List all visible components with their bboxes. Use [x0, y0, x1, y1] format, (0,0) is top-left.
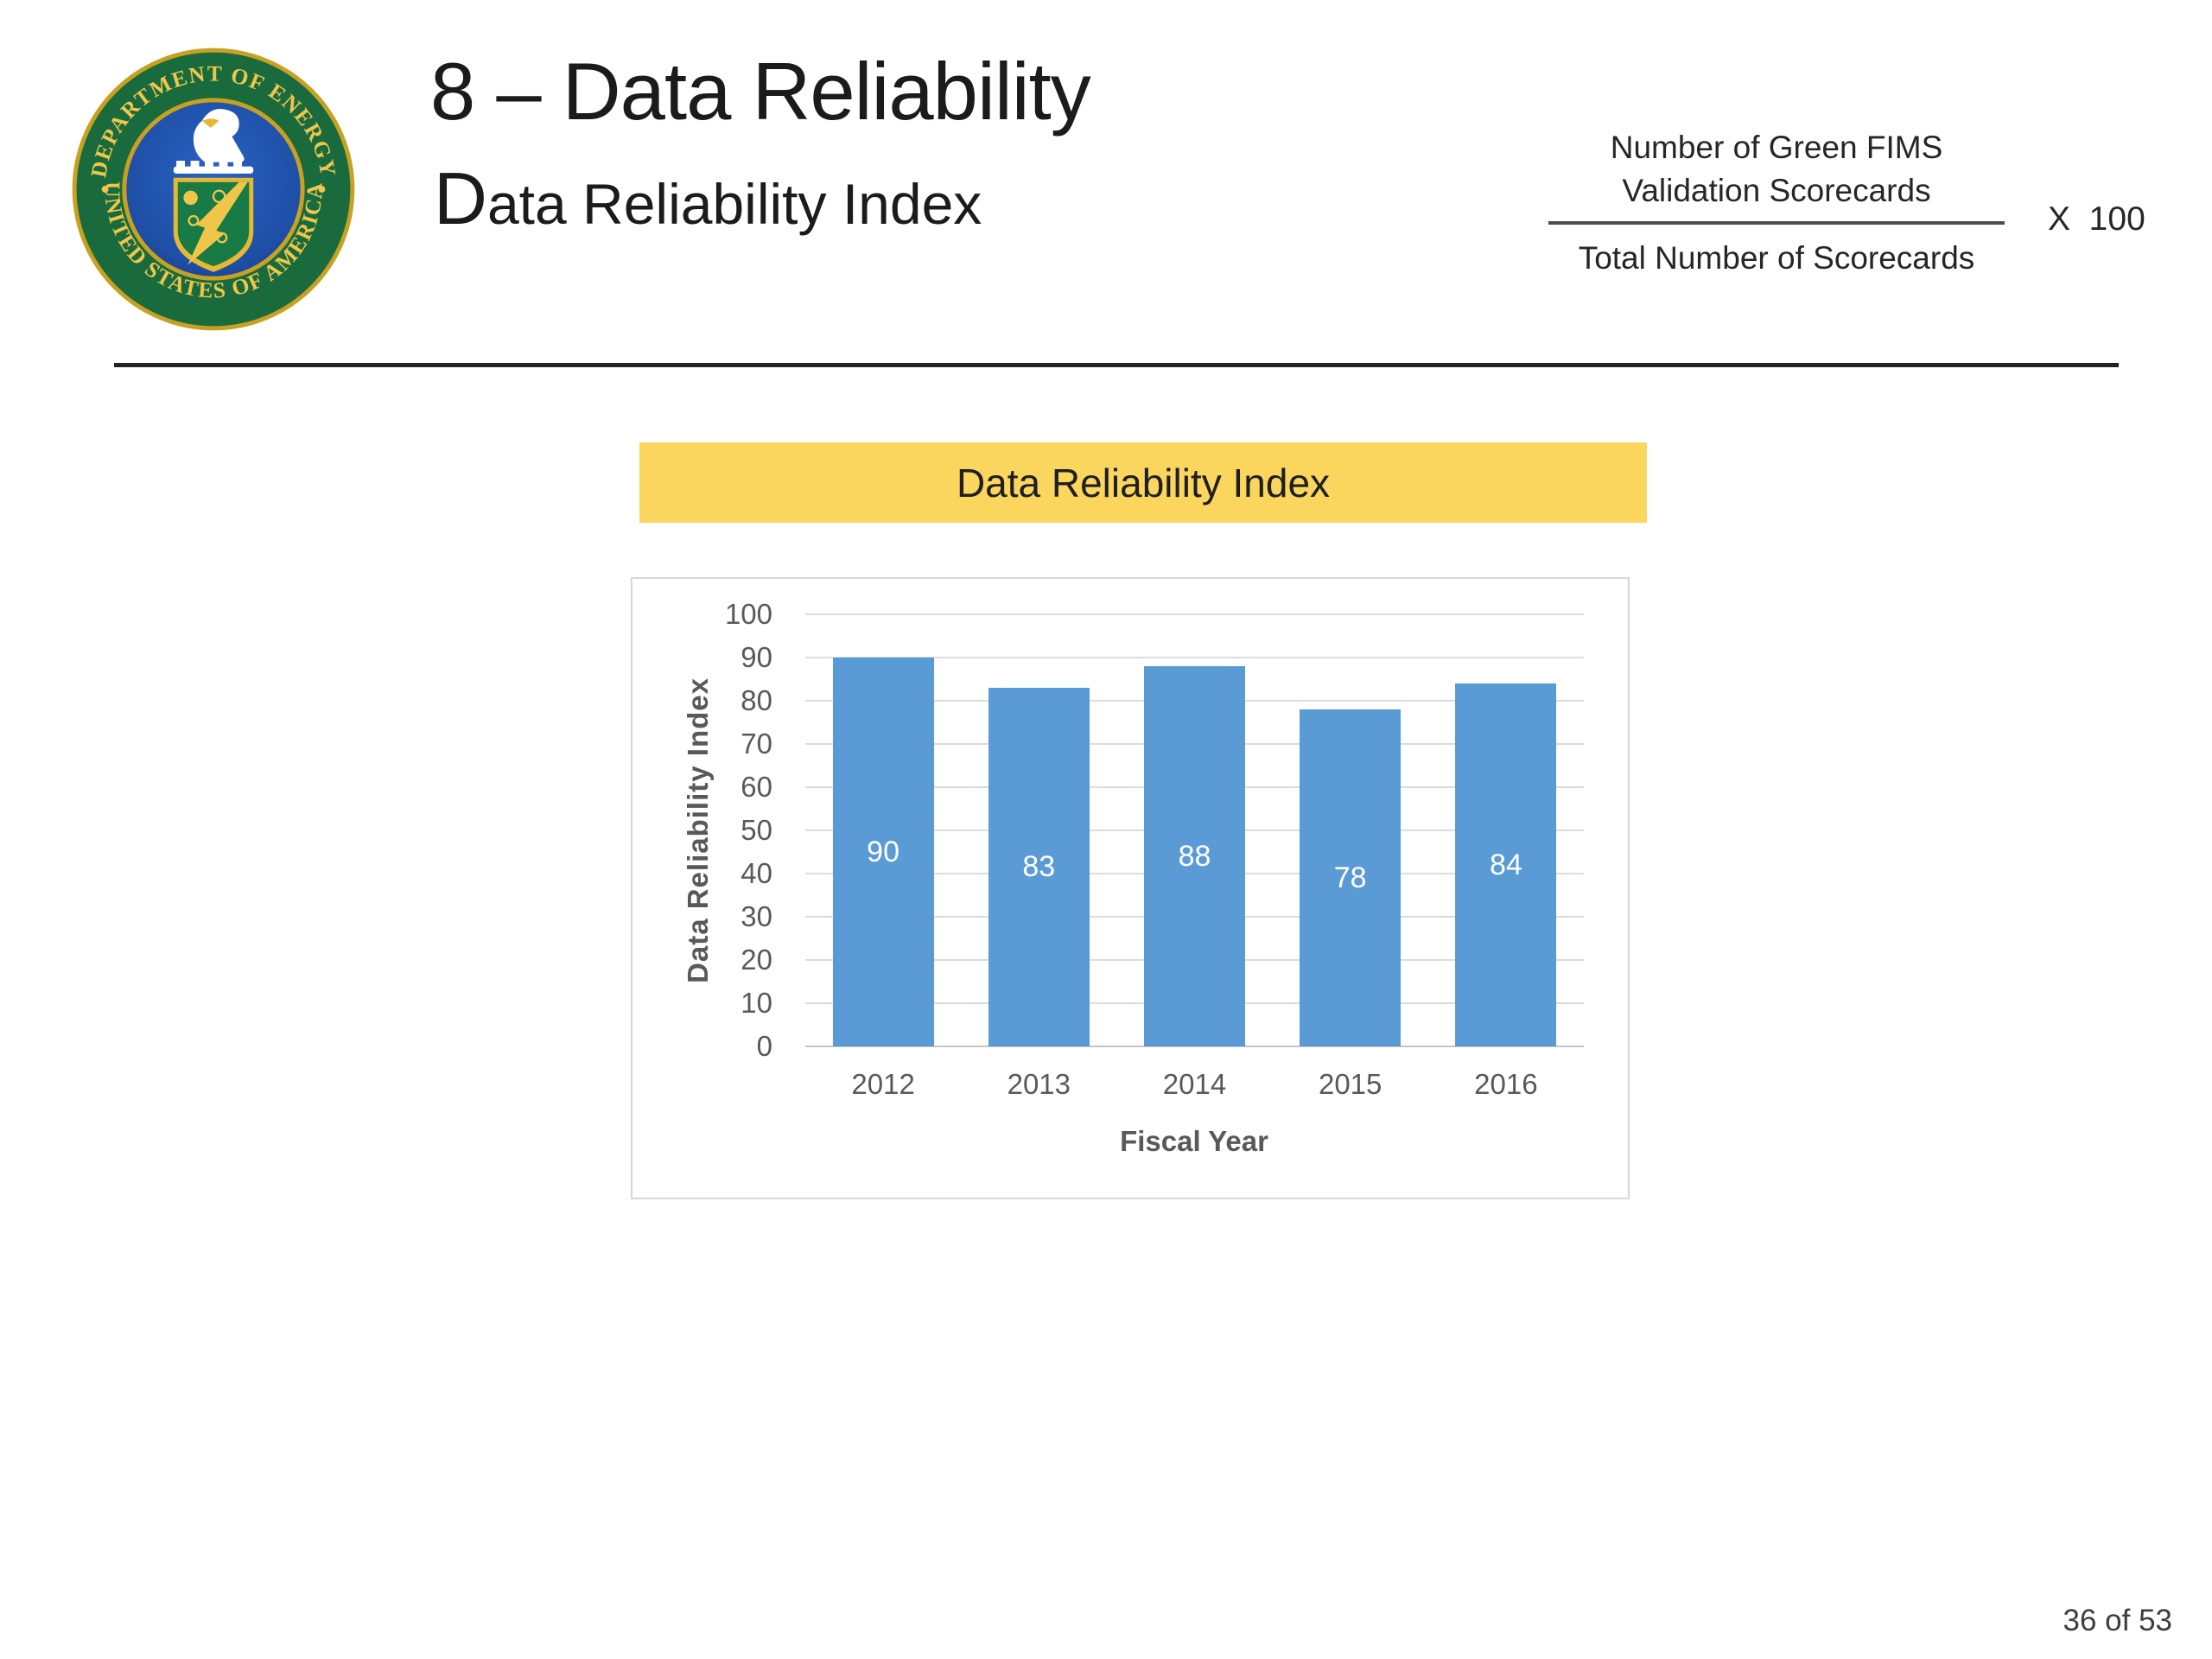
gridline-90: [805, 657, 1584, 658]
bar-2013: 83: [988, 688, 1090, 1046]
gridline-100: [805, 613, 1584, 615]
x-tick-label: 2015: [1318, 1068, 1382, 1100]
slide-subtitle: Data Reliability Index: [434, 157, 982, 241]
metric-formula: Number of Green FIMS Validation Scorecar…: [1548, 126, 2188, 280]
formula-numerator-line1: Number of Green FIMS: [1610, 130, 1943, 165]
y-tick-label: 20: [741, 944, 772, 976]
x-axis-title: Fiscal Year: [1120, 1125, 1268, 1157]
title-block: 8 – Data Reliability Data Reliability In…: [430, 45, 1091, 241]
seal-sun-icon: [183, 190, 198, 206]
bar-2016: 84: [1455, 683, 1557, 1046]
y-tick-label: 100: [724, 598, 772, 630]
y-tick-label: 40: [741, 857, 772, 889]
bar-value-label: 83: [1022, 850, 1056, 883]
y-axis-tick-labels: 0 10 20 30 40 50 60 70 80 90 100: [632, 598, 772, 1062]
formula-numerator-line2: Validation Scorecards: [1622, 173, 1931, 208]
y-tick-label: 60: [741, 771, 772, 803]
y-tick-label: 10: [741, 987, 772, 1019]
bar-value-label: 90: [867, 835, 899, 868]
formula-multiplier: X 100: [2048, 200, 2145, 238]
bar-2015: 78: [1300, 709, 1402, 1046]
bar-2014: 88: [1143, 666, 1246, 1046]
chart-title-text: Data Reliability Index: [956, 460, 1331, 505]
y-tick-label: 30: [741, 900, 772, 932]
x-axis-tick-labels: 2012 2013 2014 2015 2016: [805, 1068, 1584, 1108]
bar-2012: 90: [832, 658, 934, 1046]
bar-value-label: 88: [1178, 839, 1211, 873]
bar-value-label: 78: [1333, 861, 1367, 894]
seal-lightning-bolt-icon: [188, 181, 248, 265]
y-tick-label: 70: [741, 728, 772, 760]
formula-fraction: Number of Green FIMS Validation Scorecar…: [1548, 126, 2005, 280]
seal-wall: [173, 161, 254, 174]
slide-title: 8 – Data Reliability: [430, 46, 1091, 137]
x-tick-label: 2013: [1007, 1068, 1071, 1100]
page-indicator: 36 of 53: [2063, 1604, 2173, 1637]
y-tick-label: 0: [756, 1030, 772, 1062]
doe-seal-logo: DEPARTMENT OF ENERGY UNITED STATES OF AM…: [72, 48, 355, 331]
chart-title-banner: Data Reliability Index: [639, 442, 1647, 523]
fraction-bar: [1548, 221, 2005, 225]
chart-container: Data Reliability Index 0 10 20 30 40 50 60 70 80…: [631, 577, 1630, 1199]
formula-denominator: Total Number of Scorecards: [1578, 240, 1975, 276]
y-tick-label: 90: [741, 641, 772, 673]
plot-area: 90 83 88 78 84: [805, 613, 1584, 1047]
y-tick-label: 50: [741, 814, 772, 846]
x-tick-label: 2016: [1474, 1068, 1538, 1100]
header-divider: [114, 363, 2119, 367]
bar-value-label: 84: [1489, 848, 1522, 881]
x-tick-label: 2014: [1162, 1068, 1227, 1100]
gridline-0: [805, 1046, 1584, 1047]
y-tick-label: 80: [741, 684, 772, 716]
x-tick-label: 2012: [851, 1068, 915, 1100]
